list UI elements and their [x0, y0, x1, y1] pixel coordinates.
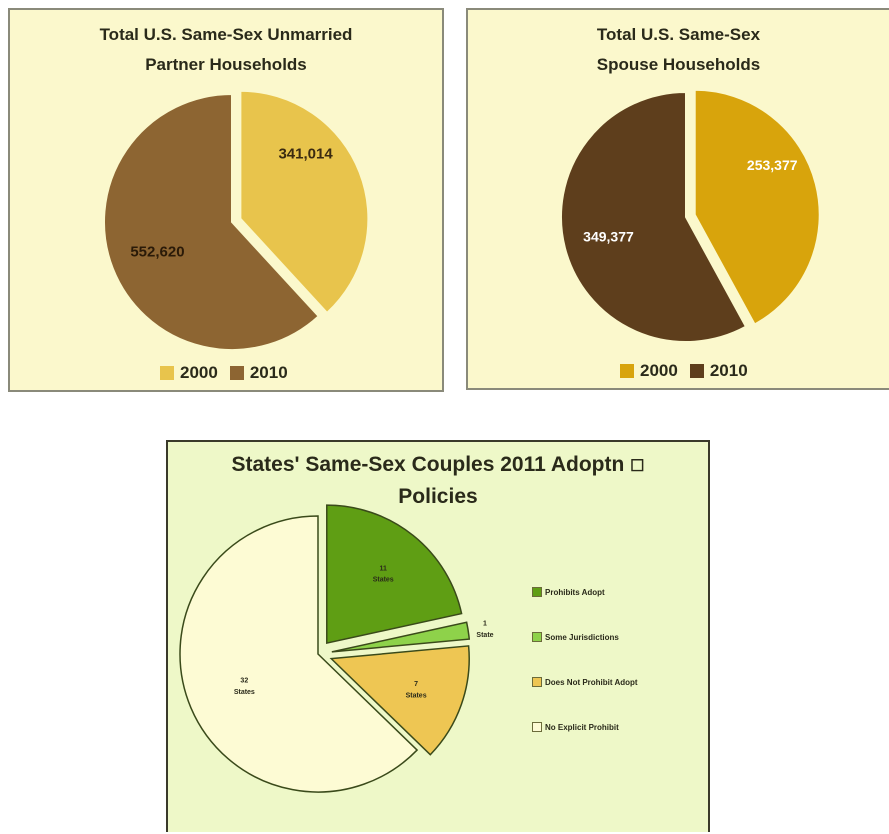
pie-slice-no-explicit-prohibit — [179, 515, 419, 793]
legend-item-2010: 2010 — [689, 361, 748, 381]
legend-label: Prohibits Adopt — [545, 587, 605, 597]
legend-item-some-jurisdictions: Some Jurisdictions — [532, 630, 638, 644]
missing-glyph-icon: ☐ — [630, 458, 645, 475]
data-label-2000: 341,014 — [278, 146, 333, 163]
pie-slice-prohibits-adopt — [326, 504, 463, 645]
legend-swatch — [532, 722, 542, 732]
data-label-2010: 552,620 — [130, 243, 184, 260]
adoption-pie-chart: 11 States 1 State 7 States 32 States — [179, 504, 494, 793]
legend-swatch — [532, 587, 542, 597]
chart-title-line-2: Policies — [398, 485, 478, 508]
pie-slice-2010 — [560, 90, 748, 343]
data-label-no-explicit-prohibit: 32 States — [234, 678, 255, 696]
pie-slice-2000 — [693, 88, 821, 326]
legend-swatch — [532, 677, 542, 687]
unmarried-partner-chart-panel: Total U.S. Same-Sex Unmarried Partner Ho… — [8, 8, 444, 392]
legend-swatch-2000 — [160, 366, 174, 380]
legend-item-no-explicit: No Explicit Prohibit — [532, 720, 638, 734]
legend-label-2000: 2000 — [180, 363, 218, 382]
legend-swatch-2000 — [620, 364, 634, 378]
spouse-households-chart-panel: Total U.S. Same-Sex Spouse Households 25… — [466, 8, 889, 390]
chart-title-line-1: Total U.S. Same-Sex Unmarried — [99, 25, 353, 44]
chart-legend: 2000 2010 — [620, 361, 760, 381]
pie-slice-2000 — [239, 89, 370, 315]
unmarried-pie-chart: 341,014 552,620 — [103, 89, 370, 351]
legend-label-2010: 2010 — [249, 363, 288, 382]
legend-label: Does Not Prohibit Adopt — [545, 677, 638, 687]
legend-label: No Explicit Prohibit — [545, 722, 619, 732]
data-label-2010: 349,377 — [583, 229, 634, 245]
chart-title-line-1: Total U.S. Same-Sex — [596, 25, 761, 44]
chart-title: States' Same-Sex Couples 2011 Adoptn ☐ P… — [168, 450, 708, 512]
data-label-prohibits-adopt: 11 States — [373, 566, 394, 584]
legend-item-2010: 2010 — [229, 363, 288, 383]
chart-title-line-2: Spouse Households — [596, 55, 761, 74]
data-label-some-jurisdictions: 1 State — [476, 621, 493, 639]
legend-swatch — [532, 632, 542, 642]
spouse-pie-chart: 253,377 349,377 — [560, 88, 821, 343]
chart-title-line-1: States' Same-Sex Couples 2011 Adoptn ☐ — [168, 450, 708, 482]
legend-swatch-2010 — [229, 366, 244, 380]
pie-slice-does-not-prohibit-adopt — [329, 645, 470, 756]
legend-item-does-not-prohibit: Does Not Prohibit Adopt — [532, 675, 638, 689]
chart-title-text: States' Same-Sex Couples 2011 Adoptn — [231, 453, 631, 476]
legend-item-2000: 2000 — [620, 361, 678, 381]
chart-legend: 2000 2010 — [160, 363, 300, 383]
pie-slice-2010 — [103, 92, 321, 351]
chart-legend: Prohibits Adopt Some Jurisdictions Does … — [532, 585, 638, 765]
legend-label-2010: 2010 — [709, 361, 748, 380]
legend-item-prohibits: Prohibits Adopt — [532, 585, 638, 599]
legend-swatch-2010 — [689, 364, 704, 378]
data-label-does-not-prohibit-adopt: 7 States — [406, 681, 427, 699]
chart-title: Total U.S. Same-Sex Unmarried Partner Ho… — [10, 20, 442, 80]
legend-item-2000: 2000 — [160, 363, 218, 383]
chart-title: Total U.S. Same-Sex Spouse Households — [468, 20, 889, 80]
adoption-policies-chart-panel: States' Same-Sex Couples 2011 Adoptn ☐ P… — [166, 440, 710, 832]
pie-slice-some-jurisdictions — [331, 621, 471, 653]
data-label-2000: 253,377 — [747, 157, 798, 173]
legend-label: Some Jurisdictions — [545, 632, 619, 642]
chart-title-line-2: Partner Households — [145, 55, 307, 74]
legend-label-2000: 2000 — [640, 361, 678, 380]
